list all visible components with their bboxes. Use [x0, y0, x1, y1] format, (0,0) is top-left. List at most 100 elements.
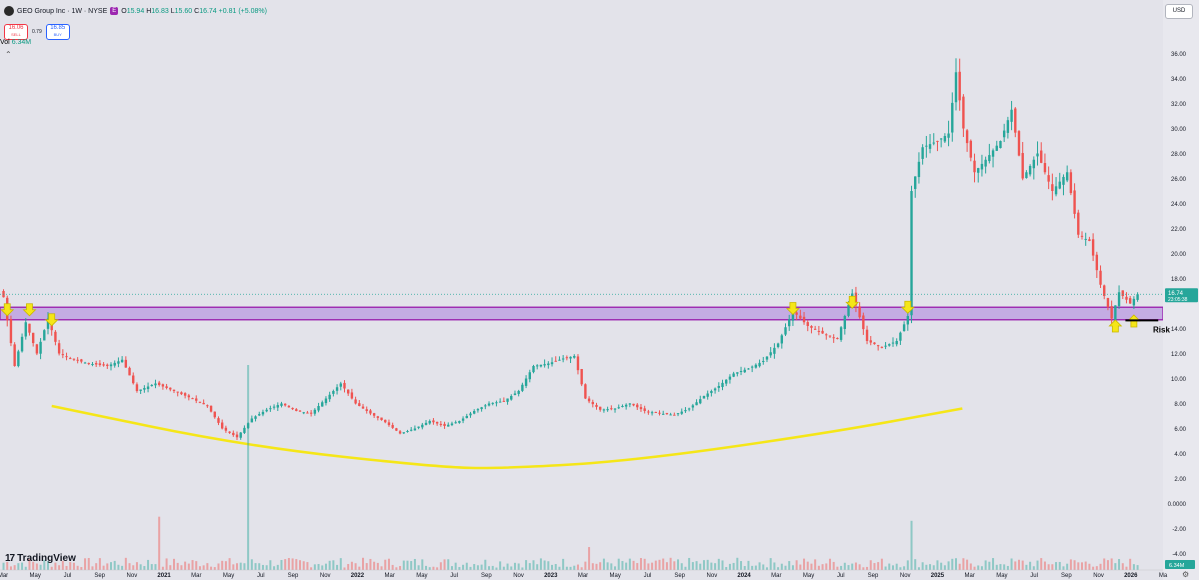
candle-body	[365, 409, 368, 411]
sell-button[interactable]: 16.06 SELL	[4, 24, 28, 40]
volume-bar	[39, 564, 42, 570]
volume-bar	[128, 563, 131, 570]
volume-bar	[480, 564, 483, 570]
candle-body	[928, 144, 932, 149]
volume-bar	[869, 560, 872, 570]
volume-bar	[669, 557, 672, 570]
candle-body	[83, 362, 87, 364]
currency-selector[interactable]: USD	[1165, 4, 1193, 19]
candle-body	[606, 409, 609, 411]
candle-body	[491, 402, 494, 404]
settings-gear-icon[interactable]: ⚙	[1182, 570, 1190, 579]
collapse-legend-icon[interactable]: ⌃	[5, 50, 12, 59]
volume-bar	[814, 559, 817, 570]
candle-body	[654, 411, 657, 413]
candle-body	[339, 383, 342, 387]
candle-body	[154, 383, 157, 386]
volume-bar	[513, 562, 516, 570]
candle-body	[335, 387, 339, 391]
volume-bar	[680, 563, 683, 570]
volume-bar	[339, 558, 342, 570]
candle-body	[165, 386, 168, 388]
volume-bar	[1092, 566, 1095, 570]
candle-body	[632, 403, 635, 406]
candle-body	[128, 367, 131, 376]
volume-bar	[469, 566, 472, 570]
volume-bar	[173, 558, 176, 570]
volume-bar	[72, 562, 75, 570]
volume-bar	[350, 561, 353, 570]
candle-body	[513, 393, 517, 395]
symbol-title[interactable]: GEO Group Inc · 1W · NYSE	[17, 7, 108, 15]
candle-body	[710, 391, 713, 394]
candle-body	[799, 315, 802, 319]
x-tick-label: Nov	[320, 573, 331, 579]
volume-bar	[310, 567, 313, 570]
volume-bar	[847, 565, 850, 570]
candle-body	[847, 304, 850, 316]
volume-bar	[358, 566, 361, 570]
candle-body	[1032, 159, 1036, 169]
volume-bar	[917, 567, 920, 570]
spread-value: 0.79	[32, 29, 42, 35]
volume-bar	[695, 561, 698, 570]
candle-body	[332, 391, 335, 394]
candle-body	[217, 418, 220, 423]
volume-bar	[1032, 566, 1035, 570]
candle-body	[17, 351, 20, 367]
x-tick-label: 2026	[1124, 573, 1138, 579]
candle-body	[432, 420, 435, 423]
candle-body	[46, 318, 50, 329]
candle-body	[932, 142, 935, 144]
volume-bar	[417, 565, 420, 570]
candle-body	[988, 155, 991, 162]
volume-bar	[725, 567, 728, 570]
earnings-badge-icon[interactable]: E	[110, 7, 119, 15]
last-price-value: 16.74	[1168, 291, 1184, 297]
candle-body	[687, 408, 691, 410]
volume-bar	[565, 566, 568, 570]
x-tick-label: May	[223, 573, 234, 579]
volume-bar	[895, 563, 898, 570]
down-arrow-marker-shape	[22, 303, 37, 317]
tradingview-logo[interactable]: 17 TradingView	[5, 553, 76, 564]
y-tick-label: 12.00	[1171, 352, 1187, 358]
volume-bar	[1077, 562, 1080, 570]
candle-body	[595, 404, 598, 407]
volume-bar	[176, 562, 179, 570]
buy-button[interactable]: 16.85 BUY	[45, 24, 70, 40]
volume-bar	[406, 560, 409, 570]
down-arrow-marker	[22, 303, 37, 317]
x-tick-label: Nov	[127, 573, 138, 579]
candle-body	[895, 341, 898, 345]
last-price-tag	[1165, 288, 1198, 303]
volume-bar	[1025, 564, 1028, 570]
volume-bar	[599, 562, 602, 570]
volume-bar	[1040, 558, 1043, 570]
candle-body	[843, 316, 847, 329]
candle-body	[699, 399, 702, 404]
volume-bar	[799, 564, 802, 570]
candle-body	[925, 145, 928, 147]
candle-body	[977, 168, 980, 173]
volume-bar	[632, 560, 635, 570]
x-tick-label: Sep	[288, 573, 299, 579]
candle-body	[372, 413, 376, 416]
candle-body	[524, 378, 528, 386]
volume-bar	[558, 566, 561, 570]
volume-bar	[728, 563, 731, 570]
volume-bar	[436, 567, 439, 570]
volume-bar	[295, 559, 298, 570]
volume-legend[interactable]: Vol 6.34M	[0, 39, 32, 46]
candle-body	[20, 336, 24, 352]
candle-body	[1054, 186, 1058, 195]
candle-body	[1073, 190, 1076, 214]
volume-bar	[454, 562, 457, 570]
candle-body	[584, 384, 587, 399]
candle-body	[228, 431, 231, 433]
volume-bar	[184, 561, 187, 570]
candle-body	[1017, 131, 1021, 156]
candle-body	[280, 403, 283, 406]
candle-body	[758, 362, 761, 367]
